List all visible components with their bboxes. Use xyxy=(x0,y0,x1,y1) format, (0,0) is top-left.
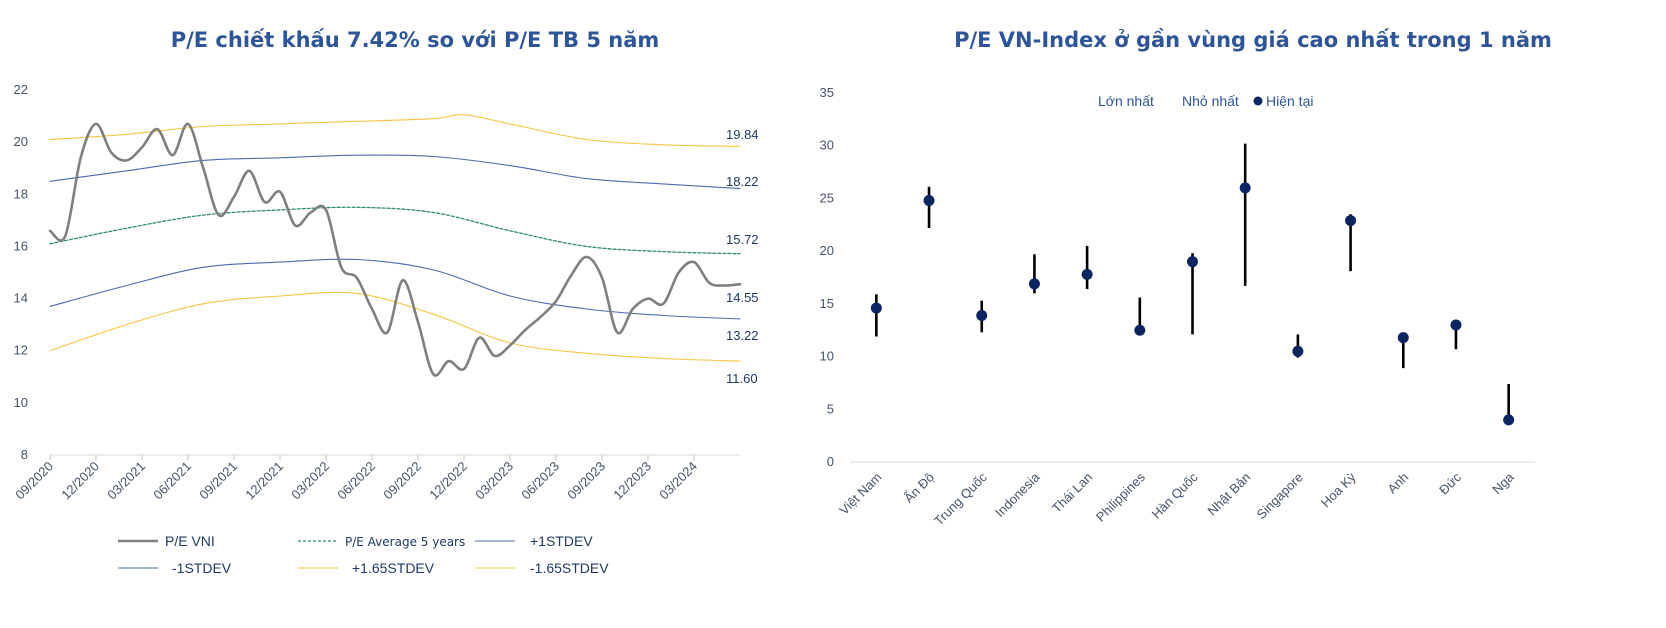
x-tick-label: 09/2022 xyxy=(380,459,424,503)
current-value-dot xyxy=(870,302,882,314)
current-value-dot xyxy=(1081,268,1093,280)
y-tick-label: 10 xyxy=(820,349,834,364)
x-tick-label: 09/2020 xyxy=(12,459,56,503)
end-value-label: 13.22 xyxy=(726,328,759,343)
right-chart-title: P/E VN-Index ở gần vùng giá cao nhất tro… xyxy=(954,28,1552,52)
category-label: Ấn Độ xyxy=(901,470,937,506)
x-tick-label: 12/2020 xyxy=(58,459,102,503)
series-line--1stdev xyxy=(49,258,741,320)
y-tick-label: 16 xyxy=(14,238,28,253)
y-tick-label: 30 xyxy=(820,138,834,153)
legend-label: -1STDEV xyxy=(172,560,232,576)
series-line--1-65stdev xyxy=(49,114,741,147)
current-value-dot xyxy=(1134,324,1146,336)
current-value-dot xyxy=(1397,332,1409,344)
current-value-dot xyxy=(1028,278,1040,290)
category-label: Hàn Quốc xyxy=(1149,469,1201,521)
end-value-label: 19.84 xyxy=(726,127,759,142)
x-tick-label: 06/2022 xyxy=(334,459,378,503)
y-tick-label: 35 xyxy=(820,85,834,100)
current-value-dot xyxy=(1239,182,1251,194)
y-tick-label: 20 xyxy=(820,243,834,258)
y-tick-label: 22 xyxy=(14,82,28,97)
x-tick-label: 12/2022 xyxy=(426,459,470,503)
y-tick-label: 14 xyxy=(14,291,28,306)
category-label: Thái Lan xyxy=(1049,470,1095,516)
x-tick-label: 03/2022 xyxy=(288,459,332,503)
current-value-dot xyxy=(1187,256,1198,268)
category-label: Nga xyxy=(1489,469,1517,497)
x-tick-label: 12/2023 xyxy=(610,459,654,503)
category-label: Singapore xyxy=(1253,470,1306,523)
y-tick-label: 8 xyxy=(21,447,28,462)
end-value-label: 18.22 xyxy=(726,174,759,189)
legend-label-max: Lớn nhất xyxy=(1098,93,1154,109)
end-value-label: 15.72 xyxy=(726,232,759,247)
x-tick-label: 09/2023 xyxy=(564,459,608,503)
left-chart-title: P/E chiết khấu 7.42% so với P/E TB 5 năm xyxy=(170,28,660,52)
y-tick-label: 0 xyxy=(827,454,834,469)
series-line--1stdev xyxy=(49,154,741,190)
legend-label-min: Nhỏ nhất xyxy=(1182,93,1239,109)
current-value-dot xyxy=(923,195,935,207)
x-tick-label: 06/2023 xyxy=(518,459,562,503)
legend-label: +1.65STDEV xyxy=(352,560,435,576)
x-tick-label: 09/2021 xyxy=(196,459,240,503)
current-value-dot xyxy=(1345,215,1357,227)
right-chart-panel: P/E VN-Index ở gần vùng giá cao nhất tro… xyxy=(820,0,1666,628)
category-label: Anh xyxy=(1384,470,1411,497)
category-label: Việt Nam xyxy=(836,470,884,518)
y-tick-label: 20 xyxy=(14,134,28,149)
x-tick-label: 03/2023 xyxy=(472,459,516,503)
category-label: Hoa Kỳ xyxy=(1318,469,1359,510)
x-tick-label: 03/2021 xyxy=(104,459,148,503)
x-tick-label: 03/2024 xyxy=(656,459,700,503)
end-value-label: 14.55 xyxy=(726,290,759,305)
category-label: Đức xyxy=(1436,469,1464,497)
y-tick-label: 10 xyxy=(14,395,28,410)
legend-label-current: Hiện tại xyxy=(1266,93,1313,109)
y-tick-label: 5 xyxy=(827,401,834,416)
legend-label: -1.65STDEV xyxy=(530,560,609,576)
legend-dot-icon xyxy=(1253,96,1263,106)
category-label: Philippines xyxy=(1093,469,1148,524)
current-value-dot xyxy=(1292,345,1304,357)
left-chart-panel: P/E chiết khấu 7.42% so với P/E TB 5 năm… xyxy=(0,0,830,628)
category-label: Indonesia xyxy=(992,469,1043,520)
y-tick-label: 18 xyxy=(14,186,28,201)
legend-label: P/E Average 5 years xyxy=(345,535,465,549)
category-label: Trung Quốc xyxy=(931,469,990,528)
x-tick-label: 06/2021 xyxy=(150,459,194,503)
y-tick-label: 15 xyxy=(820,296,834,311)
end-value-label: 11.60 xyxy=(726,371,758,386)
series-line-p-e-average-5-years xyxy=(49,206,741,255)
current-value-dot xyxy=(976,309,988,321)
current-value-dot xyxy=(1450,319,1462,331)
x-tick-label: 12/2021 xyxy=(242,459,286,503)
series-line-p-e-vni xyxy=(48,122,742,377)
y-tick-label: 12 xyxy=(14,343,28,358)
category-label: Nhật Bản xyxy=(1204,470,1253,519)
legend-label: P/E VNI xyxy=(165,533,215,549)
current-value-dot xyxy=(1503,414,1515,426)
legend-label: +1STDEV xyxy=(530,533,593,549)
y-tick-label: 25 xyxy=(820,190,834,205)
